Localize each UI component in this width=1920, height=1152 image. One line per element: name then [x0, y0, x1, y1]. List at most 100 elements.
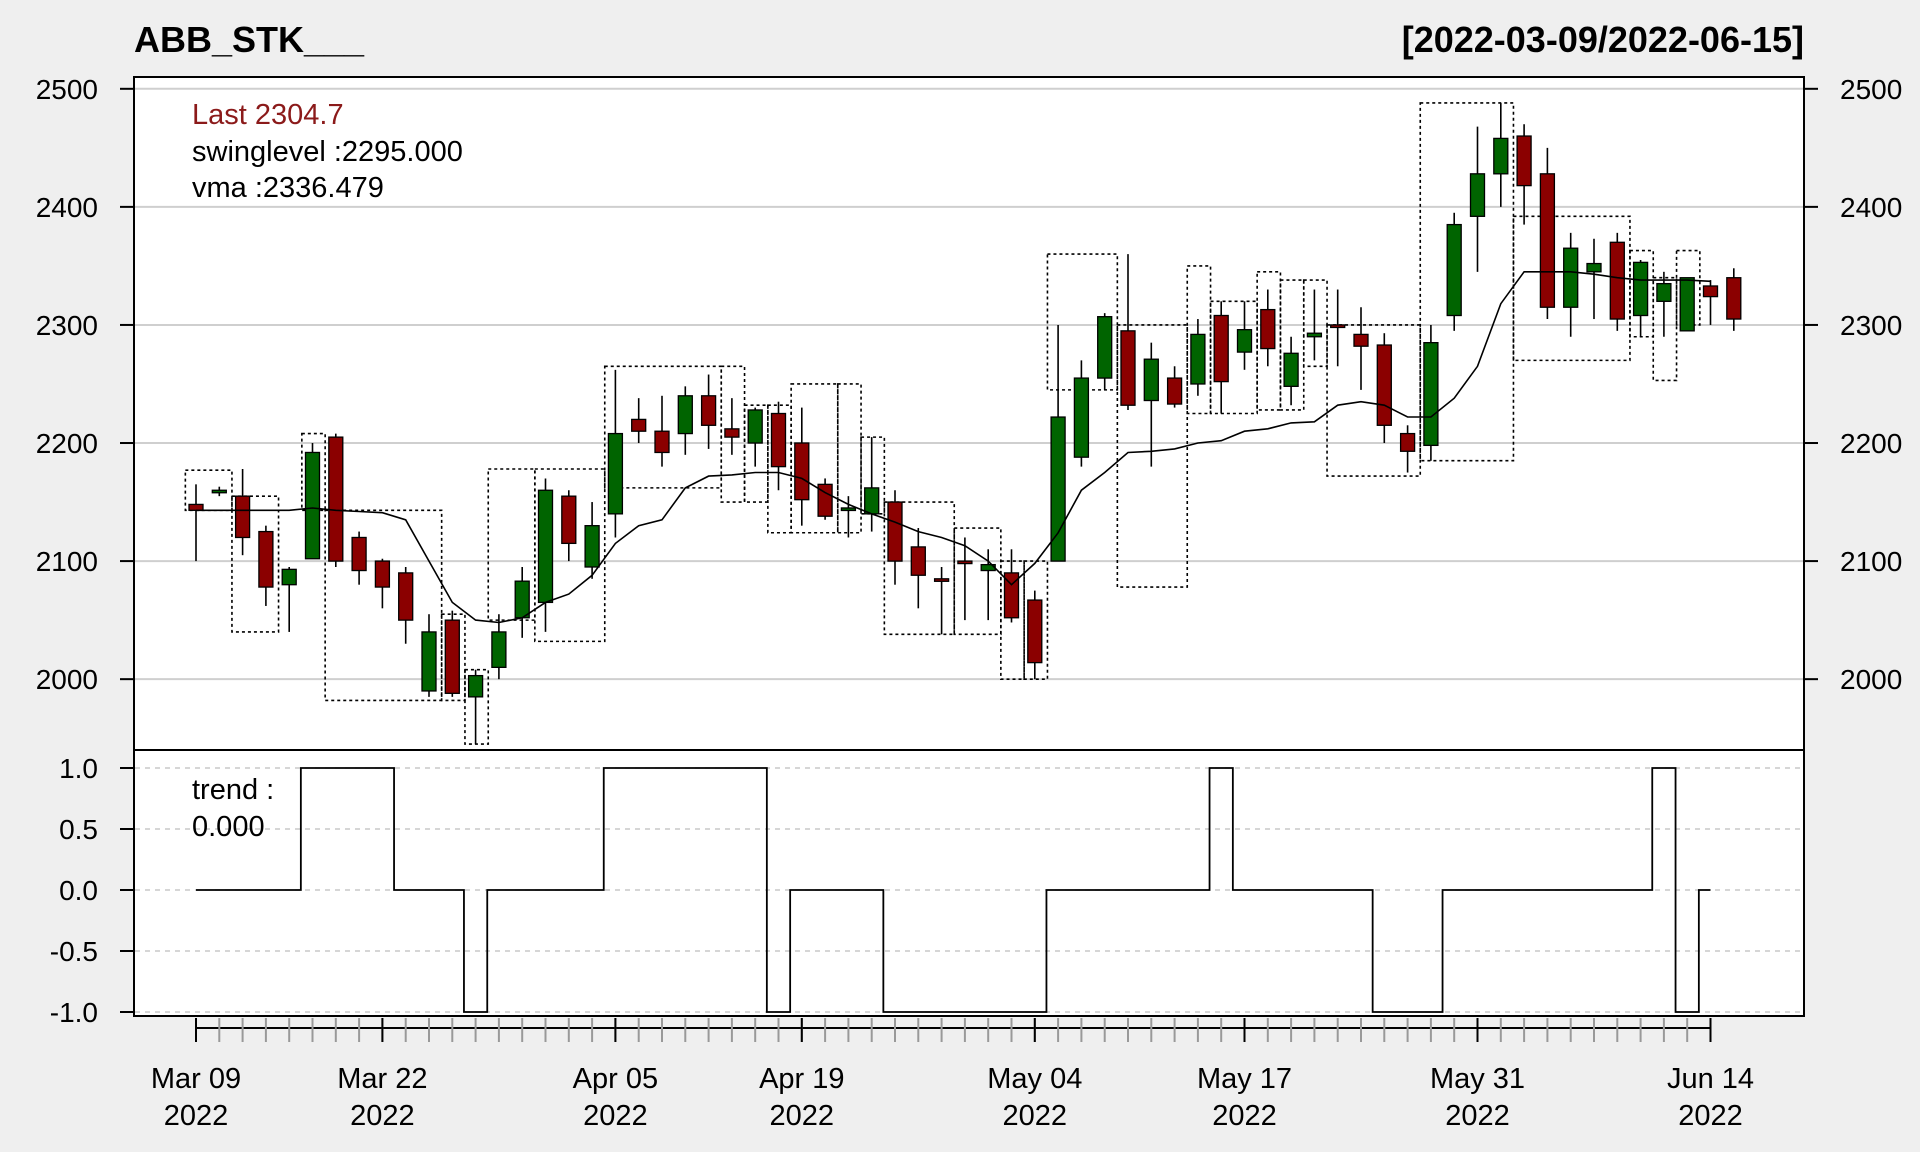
candle: [1539, 147, 1556, 320]
x-tick-label: Jun 14: [1667, 1063, 1754, 1095]
candle: [1656, 271, 1672, 337]
candle: [817, 478, 833, 520]
swinglevel-box: [1419, 102, 1515, 462]
candle-body: [444, 619, 460, 694]
candle: [607, 369, 624, 538]
trend-y-tick-label: -0.5: [50, 936, 98, 967]
price-y-tick-label: 2400: [1840, 192, 1902, 223]
candle-body: [1656, 282, 1672, 302]
candle-body: [1726, 277, 1742, 320]
candle-body: [1306, 332, 1323, 338]
x-tick-label-year: 2022: [583, 1100, 648, 1132]
candle-body: [561, 495, 577, 545]
candle-body: [1516, 135, 1532, 187]
swinglevel-box: [953, 527, 1002, 636]
candle-body: [374, 560, 391, 588]
vma-line: [196, 271, 1711, 624]
candle-body: [1563, 247, 1579, 308]
price-y-axis-left: 2000 2100 2200 2300 2400 2500: [36, 74, 134, 695]
candle-body: [1679, 277, 1695, 332]
candle-body: [794, 442, 810, 501]
legend-last: Last 2304.7: [192, 99, 344, 131]
candle: [1260, 289, 1276, 367]
candle: [747, 407, 763, 467]
candle-body: [467, 674, 484, 698]
chart-title: ABB_STK___: [134, 19, 365, 60]
swinglevel-box: [790, 383, 839, 534]
candle-body: [1399, 432, 1416, 452]
candle-body: [1539, 173, 1556, 308]
candle-body: [1493, 137, 1509, 175]
candle: [1236, 301, 1253, 370]
candle-body: [840, 507, 857, 512]
candle: [1027, 590, 1043, 680]
candle: [1190, 319, 1206, 396]
candle: [1097, 313, 1113, 390]
candle-body: [1097, 316, 1113, 379]
price-y-tick-label: 2200: [36, 428, 98, 459]
candle-body: [1073, 377, 1090, 458]
price-y-tick-label: 2300: [1840, 310, 1902, 341]
candle-body: [654, 430, 670, 454]
candle: [887, 490, 903, 585]
candle: [794, 407, 810, 526]
swinglevel-box: [1186, 265, 1212, 415]
swinglevel-box: [231, 495, 280, 633]
candle: [1166, 366, 1183, 408]
candle: [1563, 232, 1579, 337]
candle-body: [1376, 344, 1392, 426]
candle: [374, 558, 391, 609]
price-y-tick-label: 2000: [1840, 664, 1902, 695]
candle: [1073, 360, 1090, 467]
legend-trend-label: trend :: [192, 774, 274, 806]
date-range: [2022-03-09/2022-06-15]: [1402, 19, 1804, 60]
candle-body: [351, 536, 367, 572]
candle: [1702, 280, 1719, 325]
swinglevel-box: [860, 436, 886, 515]
candle-body: [1446, 223, 1462, 317]
candle: [840, 496, 857, 538]
swinglevel-box: [603, 365, 723, 489]
candle: [421, 614, 437, 697]
candle: [1446, 212, 1462, 331]
swinglevel-box: [1302, 279, 1328, 368]
candle-body: [188, 503, 204, 511]
swinglevel-box: [464, 668, 490, 745]
candle: [1399, 425, 1416, 473]
candle-body: [864, 487, 880, 515]
candle-body: [304, 451, 321, 560]
x-axis: Mar 09 2022 Mar 22 2022 Apr 05 2022 Apr 19 2022…: [151, 1018, 1754, 1132]
price-panel: [133, 76, 1805, 751]
candle-body: [328, 436, 344, 562]
candle: [258, 525, 274, 606]
candle: [1516, 124, 1532, 225]
candle-body: [281, 568, 297, 586]
candle: [910, 528, 926, 609]
swinglevel-box: [440, 613, 466, 702]
candle: [444, 610, 460, 697]
swinglevel-box: [1023, 560, 1049, 680]
candle: [654, 395, 670, 467]
candle: [957, 537, 973, 621]
price-y-tick-label: 2200: [1840, 428, 1902, 459]
price-y-axis-right: 2000 2100 2200 2300 2400 2500: [1804, 74, 1902, 695]
candle: [1679, 277, 1695, 332]
trend-y-tick-label: -1.0: [50, 997, 98, 1028]
candle: [491, 614, 507, 680]
price-y-tick-label: 2400: [36, 192, 98, 223]
candle-body: [584, 525, 600, 568]
x-tick-label-year: 2022: [1445, 1100, 1510, 1132]
candle-body: [1632, 261, 1649, 317]
trend-y-tick-label: 0.5: [59, 814, 98, 845]
price-y-tick-label: 2100: [36, 546, 98, 577]
candle-body: [1236, 329, 1253, 353]
candle-body: [1609, 241, 1625, 320]
candle-body: [1423, 342, 1439, 447]
candle-body: [1469, 173, 1486, 217]
candle: [1143, 342, 1159, 467]
candle: [933, 566, 950, 635]
x-tick-label: Mar 09: [151, 1063, 241, 1095]
legend-trend-value: 0.000: [192, 811, 265, 843]
candle: [1003, 549, 1020, 623]
candle-body: [607, 432, 624, 515]
